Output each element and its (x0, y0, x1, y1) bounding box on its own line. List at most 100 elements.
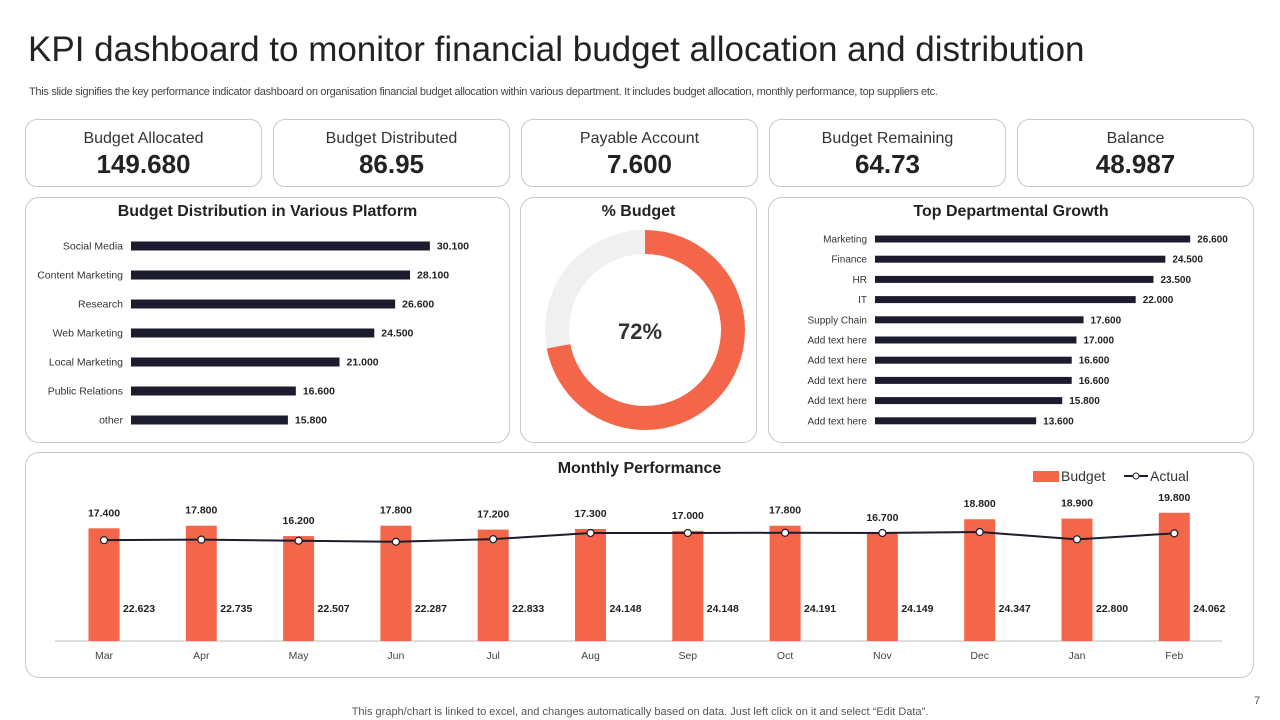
data-label: 16.600 (303, 386, 335, 398)
actual-point (780, 528, 790, 537)
budget-bar (769, 525, 801, 641)
category-label: Public Relations (48, 386, 123, 398)
data-label: 23.500 (1160, 275, 1191, 286)
budget-data-label: 17.000 (672, 510, 704, 522)
budget-bar (672, 530, 704, 641)
category-label: Web Marketing (53, 328, 124, 340)
x-tick-label: Dec (970, 650, 989, 662)
footer-note: This graph/chart is linked to excel, and… (351, 706, 929, 718)
donut-center-label: 72% (618, 319, 662, 344)
category-label: Research (78, 299, 123, 311)
bar (875, 316, 1084, 324)
actual-point (683, 528, 692, 538)
data-label: 26.600 (402, 299, 434, 311)
x-tick-label: Jun (387, 650, 404, 662)
bar (131, 357, 340, 367)
budget-bar (88, 528, 120, 641)
actual-data-label: 24.148 (707, 603, 739, 615)
budget-bar (477, 529, 509, 641)
kpi-label: Budget Allocated (83, 130, 204, 147)
actual-point (197, 535, 206, 544)
kpi-value: 86.95 (358, 149, 425, 179)
data-label: 30.100 (437, 241, 469, 253)
legend-actual-label: Actual (1150, 468, 1189, 484)
category-label: Finance (831, 255, 867, 266)
kpi-value: 64.73 (854, 149, 921, 179)
page-title: KPI dashboard to monitor financial budge… (28, 30, 1085, 69)
budget-data-label: 16.200 (283, 515, 315, 527)
bar (131, 415, 288, 425)
actual-point (489, 535, 498, 544)
data-label: 28.100 (417, 270, 449, 282)
x-tick-label: Apr (193, 650, 210, 662)
bar (875, 397, 1063, 405)
data-label: 15.800 (295, 415, 327, 427)
bar (131, 299, 396, 309)
kpi-card-budget-distributed: Budget Distributed 86.95 (273, 119, 510, 187)
budget-bar (964, 519, 996, 641)
category-label: Content Marketing (37, 270, 123, 282)
bar (875, 417, 1037, 425)
x-tick-label: Feb (1165, 650, 1183, 662)
data-label: 16.600 (1079, 376, 1110, 387)
budget-data-label: 17.400 (88, 507, 120, 519)
x-tick-label: Jan (1069, 650, 1086, 662)
category-label: Local Marketing (49, 357, 123, 369)
kpi-card-balance: Balance 48.987 (1017, 119, 1254, 187)
actual-data-label: 24.062 (1193, 603, 1225, 615)
actual-line (103, 531, 1175, 543)
budget-data-label: 17.800 (380, 505, 412, 517)
chart-title: % Budget (601, 203, 676, 220)
departmental-growth-panel: Top Departmental Growth (768, 197, 1254, 443)
category-label: other (99, 415, 123, 427)
budget-data-label: 18.900 (1061, 498, 1093, 510)
actual-data-label: 24.148 (609, 603, 641, 615)
monthly-performance-panel: Monthly Performance (25, 452, 1254, 678)
kpi-value: 149.680 (96, 149, 191, 179)
budget-data-label: 17.200 (477, 509, 509, 521)
bar (875, 235, 1191, 243)
chart-title: Monthly Performance (557, 460, 722, 477)
actual-data-label: 22.735 (220, 603, 252, 615)
x-tick-label: May (289, 650, 310, 662)
x-tick-label: Oct (777, 650, 793, 662)
category-label: Add text here (808, 376, 868, 387)
budget-data-label: 17.300 (574, 508, 606, 520)
kpi-card-payable-account: Payable Account 7.600 (521, 119, 758, 187)
bar (131, 328, 375, 338)
data-label: 26.600 (1197, 235, 1228, 246)
chart-title: Top Departmental Growth (913, 203, 1109, 220)
legend-actual-marker (1132, 472, 1140, 480)
legend-budget-swatch (1033, 471, 1059, 482)
data-label: 22.000 (1143, 295, 1174, 306)
bar (875, 336, 1077, 344)
data-label: 17.600 (1091, 315, 1122, 326)
kpi-label: Budget Distributed (325, 130, 458, 147)
x-tick-label: Jul (486, 650, 499, 662)
kpi-label: Payable Account (579, 130, 700, 147)
budget-bar (185, 525, 217, 641)
budget-data-label: 17.800 (185, 505, 217, 517)
category-label: Add text here (808, 336, 868, 347)
data-label: 15.800 (1069, 396, 1100, 407)
category-label: Add text here (808, 356, 868, 367)
budget-bar (575, 528, 606, 641)
actual-data-label: 22.287 (415, 603, 447, 615)
kpi-value: 48.987 (1095, 149, 1176, 179)
kpi-label: Budget Remaining (821, 130, 954, 147)
kpi-card-budget-allocated: Budget Allocated 149.680 (25, 119, 262, 187)
bar (875, 376, 1072, 384)
actual-data-label: 22.507 (318, 603, 350, 615)
category-label: Social Media (63, 241, 123, 253)
actual-point (878, 528, 887, 538)
actual-point (1170, 529, 1179, 538)
actual-data-label: 24.191 (804, 603, 836, 615)
kpi-value: 7.600 (606, 149, 673, 179)
bar (875, 255, 1166, 263)
legend-budget-label: Budget (1061, 468, 1105, 484)
category-label: Marketing (823, 235, 867, 246)
bar (131, 241, 430, 251)
budget-percent-panel: % Budget (520, 197, 757, 443)
actual-data-label: 22.800 (1096, 603, 1128, 615)
data-label: 16.600 (1079, 356, 1110, 367)
